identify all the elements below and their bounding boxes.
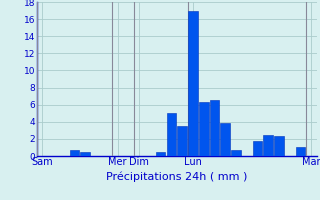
Bar [263,135,273,156]
Bar [156,152,165,156]
Bar [231,150,241,156]
Bar [274,136,284,156]
Bar [80,152,90,156]
Bar [220,123,230,156]
X-axis label: Précipitations 24h ( mm ): Précipitations 24h ( mm ) [106,172,247,182]
Bar [199,102,209,156]
Bar [253,141,262,156]
Bar [167,113,176,156]
Bar [210,100,219,156]
Bar [296,147,306,156]
Bar [177,126,187,156]
Bar [188,11,198,156]
Bar [70,150,79,156]
